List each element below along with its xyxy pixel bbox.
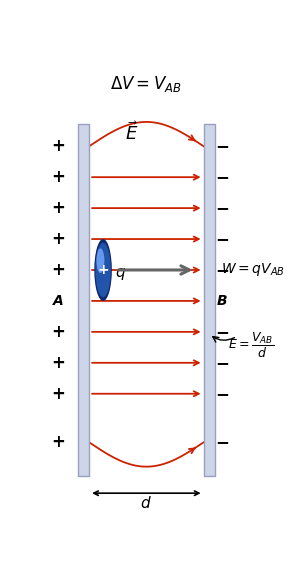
- Text: +: +: [51, 168, 65, 186]
- Text: +: +: [51, 230, 65, 248]
- FancyBboxPatch shape: [78, 124, 89, 475]
- Ellipse shape: [95, 243, 111, 297]
- Text: +: +: [51, 354, 65, 372]
- Text: $\vec{E}$: $\vec{E}$: [125, 122, 139, 145]
- Text: +: +: [97, 263, 109, 277]
- Text: $d$: $d$: [140, 495, 152, 511]
- Text: +: +: [51, 323, 65, 341]
- Text: −: −: [215, 168, 229, 186]
- Ellipse shape: [97, 249, 104, 273]
- Text: −: −: [215, 137, 229, 155]
- Text: −: −: [215, 354, 229, 372]
- Text: +: +: [51, 385, 65, 403]
- Text: −: −: [215, 199, 229, 217]
- Text: +: +: [51, 261, 65, 279]
- Text: B: B: [217, 294, 227, 308]
- Text: +: +: [51, 199, 65, 217]
- Text: $E = \dfrac{V_{AB}}{d}$: $E = \dfrac{V_{AB}}{d}$: [228, 331, 274, 360]
- Text: +: +: [51, 433, 65, 451]
- Text: $W = qV_{AB}$: $W = qV_{AB}$: [221, 262, 285, 278]
- Text: −: −: [215, 261, 229, 279]
- Ellipse shape: [94, 239, 112, 301]
- Text: −: −: [215, 230, 229, 248]
- Text: −: −: [215, 323, 229, 341]
- FancyBboxPatch shape: [204, 124, 215, 475]
- Text: q: q: [115, 265, 125, 280]
- Text: $\Delta V = V_{AB}$: $\Delta V = V_{AB}$: [110, 75, 182, 94]
- Text: −: −: [215, 433, 229, 451]
- Text: +: +: [51, 137, 65, 155]
- Text: A: A: [53, 294, 63, 308]
- Text: −: −: [215, 385, 229, 403]
